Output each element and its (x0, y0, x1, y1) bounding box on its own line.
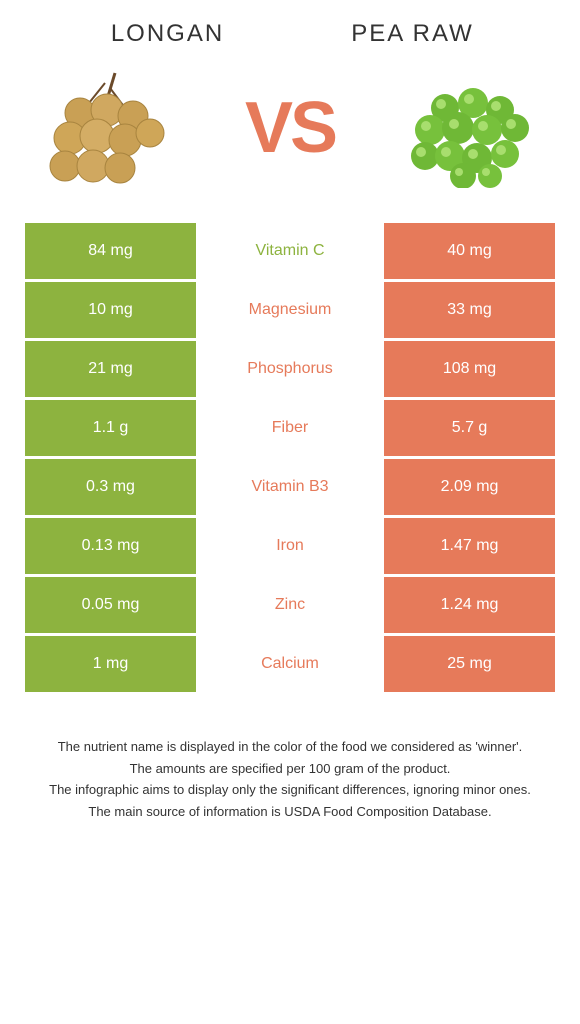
footer-line: The amounts are specified per 100 gram o… (30, 759, 550, 779)
nutrient-name: Vitamin C (196, 223, 384, 279)
nutrient-name: Zinc (196, 577, 384, 633)
right-value: 33 mg (384, 282, 555, 338)
titles-row: LONGAN PEA RAW (25, 20, 555, 48)
nutrient-name: Magnesium (196, 282, 384, 338)
footer-line: The main source of information is USDA F… (30, 802, 550, 822)
nutrient-row: 10 mgMagnesium33 mg (25, 282, 555, 338)
nutrient-name: Vitamin B3 (196, 459, 384, 515)
right-value: 1.47 mg (384, 518, 555, 574)
nutrient-row: 0.13 mgIron1.47 mg (25, 518, 555, 574)
right-value: 2.09 mg (384, 459, 555, 515)
left-value: 0.3 mg (25, 459, 196, 515)
comparison-table: 84 mgVitamin C40 mg10 mgMagnesium33 mg21… (25, 223, 555, 692)
nutrient-row: 0.3 mgVitamin B32.09 mg (25, 459, 555, 515)
left-value: 10 mg (25, 282, 196, 338)
left-value: 84 mg (25, 223, 196, 279)
left-value: 1 mg (25, 636, 196, 692)
nutrient-name: Iron (196, 518, 384, 574)
nutrient-name: Fiber (196, 400, 384, 456)
nutrient-row: 1 mgCalcium25 mg (25, 636, 555, 692)
right-food-title: PEA RAW (290, 20, 555, 48)
nutrient-row: 21 mgPhosphorus108 mg (25, 341, 555, 397)
infographic-container: LONGAN PEA RAW VS (0, 0, 580, 843)
nutrient-name: Phosphorus (196, 341, 384, 397)
nutrient-row: 0.05 mgZinc1.24 mg (25, 577, 555, 633)
nutrient-row: 1.1 gFiber5.7 g (25, 400, 555, 456)
left-value: 0.13 mg (25, 518, 196, 574)
footer-line: The nutrient name is displayed in the co… (30, 737, 550, 757)
pea-image (395, 68, 545, 188)
images-row: VS (25, 68, 555, 188)
nutrient-name: Calcium (196, 636, 384, 692)
nutrient-row: 84 mgVitamin C40 mg (25, 223, 555, 279)
right-value: 108 mg (384, 341, 555, 397)
longan-image (35, 68, 185, 188)
left-value: 1.1 g (25, 400, 196, 456)
right-value: 5.7 g (384, 400, 555, 456)
right-value: 25 mg (384, 636, 555, 692)
left-value: 21 mg (25, 341, 196, 397)
right-value: 1.24 mg (384, 577, 555, 633)
footer-line: The infographic aims to display only the… (30, 780, 550, 800)
left-value: 0.05 mg (25, 577, 196, 633)
left-food-title: LONGAN (25, 20, 290, 48)
footer-notes: The nutrient name is displayed in the co… (25, 737, 555, 821)
right-value: 40 mg (384, 223, 555, 279)
vs-label: VS (245, 87, 335, 169)
